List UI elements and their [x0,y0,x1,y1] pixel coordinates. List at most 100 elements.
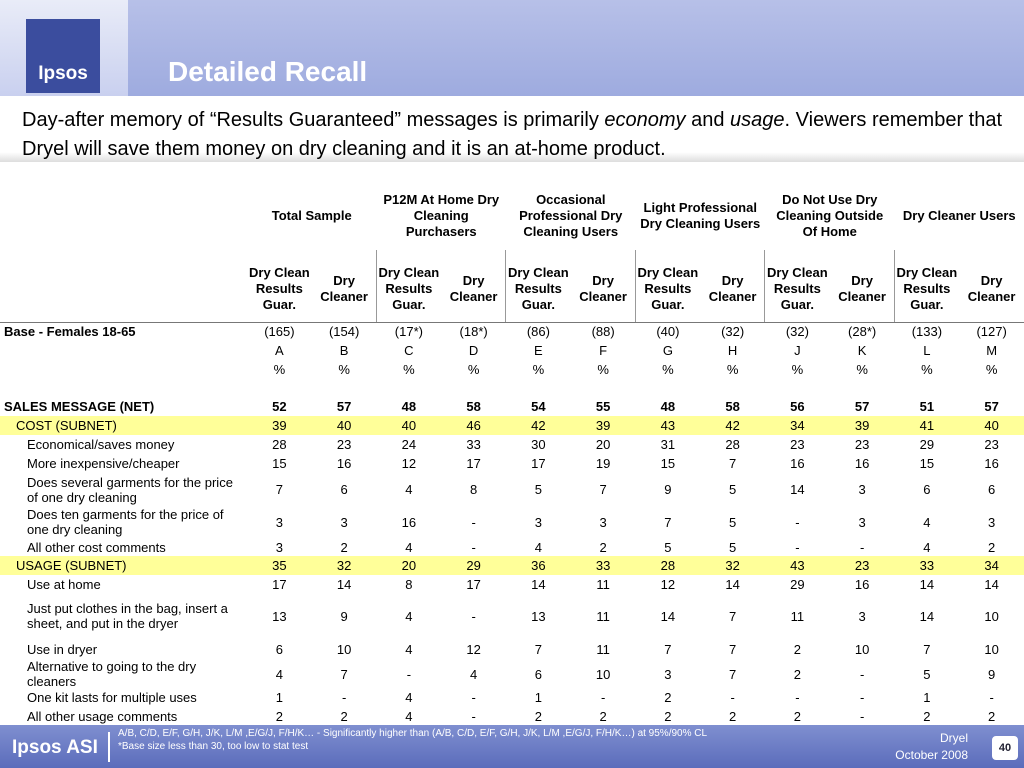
cell-value: F [599,343,608,358]
cell-value: 39 [854,418,870,433]
cell-value: 5 [729,482,737,497]
cell-value: 11 [596,641,610,657]
row-label: COST (SUBNET) [16,418,117,433]
cell-value: 7 [729,608,737,624]
cell-value: 2 [923,708,931,724]
row-label: Economical/saves money [27,437,175,452]
cell-value: 34 [984,558,999,573]
highlight [0,416,1024,435]
cell-value: 4 [470,666,478,682]
cell-value: 4 [405,539,413,555]
row-label: Use in dryer [27,641,98,657]
column-header: Dry Cleaner [449,273,498,304]
cell-value: - [730,690,735,705]
cell-value: 33 [466,437,481,452]
cell-value: 11 [790,608,805,624]
group-header: Light Professional Dry Cleaning Users [640,200,761,231]
cell-value: 6 [923,482,931,497]
cell-value: 43 [790,558,805,573]
cell-value: 7 [729,666,737,682]
cell-value: - [471,708,476,724]
cell-value: 3 [340,514,348,530]
cell-value: (86) [526,324,550,339]
cell-value: (40) [656,324,680,339]
group-divider [634,250,636,322]
cell-value: (32) [721,324,745,339]
cell-value: 43 [660,418,676,433]
cell-value: 13 [272,608,287,624]
cell-value: - [859,690,865,705]
cell-value: 20 [595,437,611,452]
row-label: Just put clothes in the bag, insert a sh… [27,601,228,631]
cell-value: % [338,362,350,377]
cell-value: 56 [790,399,805,414]
row-label: All other cost comments [27,539,166,555]
cell-value: 6 [275,641,283,657]
cell-value: % [467,362,480,377]
cell-value: 7 [664,641,672,657]
cell-value: 6 [340,482,348,497]
cell-value: 42 [531,418,546,433]
row-label: USAGE (SUBNET) [16,558,127,573]
cell-value: 9 [664,482,672,497]
cell-value: 7 [599,482,607,497]
cell-value: 9 [340,608,348,624]
cell-value: 3 [275,539,283,555]
cell-value: 10 [854,641,870,657]
cell-value: % [532,362,545,377]
cell-value: 14 [531,577,546,592]
cell-value: 55 [595,399,611,414]
footer-band [0,725,1024,768]
group-divider [893,250,895,322]
cell-value: 5 [729,514,737,530]
row-label: One kit lasts for multiple uses [27,690,197,705]
cell-value: 58 [466,399,481,414]
column-header: Dry Clean Results Guar. [896,265,958,312]
cell-value: 4 [405,641,413,657]
cell-value: 57 [854,399,870,414]
footnote: *Base size less than 30, too low to stat… [118,741,309,752]
footer-logo: Ipsos ASI [12,737,98,758]
subtitle-text: and [685,109,731,131]
cell-value: 39 [272,418,287,433]
cell-value: 16 [790,456,805,471]
cell-value: 2 [793,666,801,682]
cell-value: (28*) [848,324,877,339]
cell-value: 57 [336,399,352,414]
cell-value: 15 [272,456,287,471]
subtitle: Day-after memory of “Results Guaranteed”… [22,106,1012,164]
cell-value: (17*) [394,324,423,339]
column-header: Dry Clean Results Guar. [637,265,699,312]
cell-value: 2 [793,641,801,657]
cell-value: 7 [664,514,672,530]
cell-value: 3 [664,666,672,682]
cell-value: 2 [599,539,607,555]
cell-value: 2 [340,539,348,555]
cell-value: 12 [401,456,417,471]
cell-value: 28 [725,437,740,452]
cell-value: 14 [660,608,676,624]
cell-value: 7 [534,641,542,657]
cell-value: H [727,343,738,358]
cell-value: 16 [854,456,870,471]
cell-value: 8 [470,482,478,497]
cell-value: 16 [854,577,870,592]
footer-brand: Dryel [939,731,968,745]
cell-value: 14 [790,482,805,497]
cell-value: 4 [405,708,413,724]
cell-value: 3 [858,514,866,530]
row-label: More inexpensive/cheaper [27,456,180,471]
highlight [0,556,1024,575]
column-header: Dry Cleaner [320,273,368,304]
cell-value: 5 [664,539,672,555]
cell-value: 6 [988,482,996,497]
cell-value: 57 [984,399,999,414]
cell-value: - [859,666,865,682]
cell-value: (165) [264,324,295,339]
footnote: A/B, C/D, E/F, G/H, J/K, L/M ,E/G/J, F/H… [118,728,708,739]
cell-value: E [534,343,543,358]
cell-value: - [471,608,476,624]
row-label: Does several garments for the price of o… [27,474,233,505]
cell-value: 32 [725,558,740,573]
cell-value: 14 [336,577,352,592]
